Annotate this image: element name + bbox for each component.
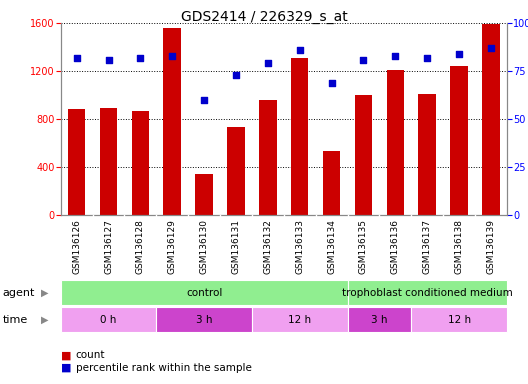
Point [136, 55, 145, 61]
Text: GSM136137: GSM136137 [423, 219, 432, 274]
Point [359, 56, 367, 63]
Bar [419, 94, 436, 215]
Text: GDS2414 / 226329_s_at: GDS2414 / 226329_s_at [181, 10, 347, 23]
Text: GSM136130: GSM136130 [200, 219, 209, 274]
Text: GSM136127: GSM136127 [104, 219, 113, 274]
Point [168, 53, 176, 59]
Text: 12 h: 12 h [288, 314, 312, 325]
Point [391, 53, 400, 59]
Point [200, 97, 209, 103]
Text: 3 h: 3 h [371, 314, 388, 325]
Bar [227, 127, 245, 215]
Text: GSM136135: GSM136135 [359, 219, 368, 274]
Text: ■: ■ [61, 350, 71, 360]
Bar [131, 111, 149, 215]
Text: GSM136129: GSM136129 [168, 219, 177, 274]
Bar [482, 24, 499, 215]
Text: GSM136136: GSM136136 [391, 219, 400, 274]
Text: GSM136134: GSM136134 [327, 219, 336, 274]
Point [327, 79, 336, 86]
Bar [291, 58, 308, 215]
Bar [68, 109, 86, 215]
Text: percentile rank within the sample: percentile rank within the sample [76, 363, 251, 373]
Text: GSM136138: GSM136138 [455, 219, 464, 274]
Point [232, 72, 240, 78]
Text: control: control [186, 288, 222, 298]
Text: trophoblast conditioned medium: trophoblast conditioned medium [342, 288, 513, 298]
Bar [386, 70, 404, 215]
Text: GSM136131: GSM136131 [231, 219, 240, 274]
Bar [259, 100, 277, 215]
Point [487, 45, 495, 51]
Bar [450, 66, 468, 215]
Text: time: time [3, 314, 28, 325]
Text: 3 h: 3 h [196, 314, 212, 325]
Text: GSM136126: GSM136126 [72, 219, 81, 274]
Point [423, 55, 431, 61]
Point [72, 55, 81, 61]
Text: 0 h: 0 h [100, 314, 117, 325]
Bar [164, 28, 181, 215]
Text: ▶: ▶ [41, 314, 49, 325]
Point [455, 51, 463, 57]
Text: GSM136128: GSM136128 [136, 219, 145, 274]
Text: GSM136132: GSM136132 [263, 219, 272, 274]
Bar [195, 174, 213, 215]
Text: GSM136133: GSM136133 [295, 219, 304, 274]
Text: 12 h: 12 h [448, 314, 470, 325]
Bar [323, 151, 341, 215]
Text: agent: agent [3, 288, 35, 298]
Bar [100, 108, 117, 215]
Text: ■: ■ [61, 363, 71, 373]
Point [296, 47, 304, 53]
Text: ▶: ▶ [41, 288, 49, 298]
Text: count: count [76, 350, 105, 360]
Text: GSM136139: GSM136139 [486, 219, 495, 274]
Point [105, 56, 113, 63]
Point [263, 60, 272, 66]
Bar [355, 95, 372, 215]
